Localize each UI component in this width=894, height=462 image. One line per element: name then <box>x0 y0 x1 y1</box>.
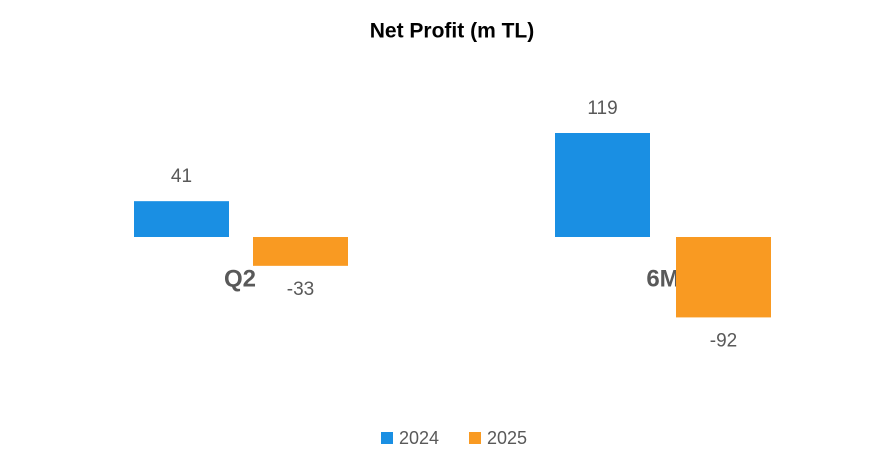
data-label: -92 <box>710 330 737 351</box>
category-label: Q2 <box>224 265 256 292</box>
legend-label: 2024 <box>399 428 439 448</box>
legend-label: 2025 <box>487 428 527 448</box>
bar <box>555 133 650 237</box>
bar <box>134 201 229 237</box>
chart-title: Net Profit (m TL) <box>370 20 534 43</box>
data-label: -33 <box>287 279 314 300</box>
category-label: 6M <box>646 265 679 292</box>
data-label: 41 <box>171 166 192 187</box>
legend-swatch <box>381 432 393 444</box>
bar <box>253 237 348 266</box>
legend-swatch <box>469 432 481 444</box>
bar <box>676 237 771 318</box>
data-label: 119 <box>587 98 617 119</box>
